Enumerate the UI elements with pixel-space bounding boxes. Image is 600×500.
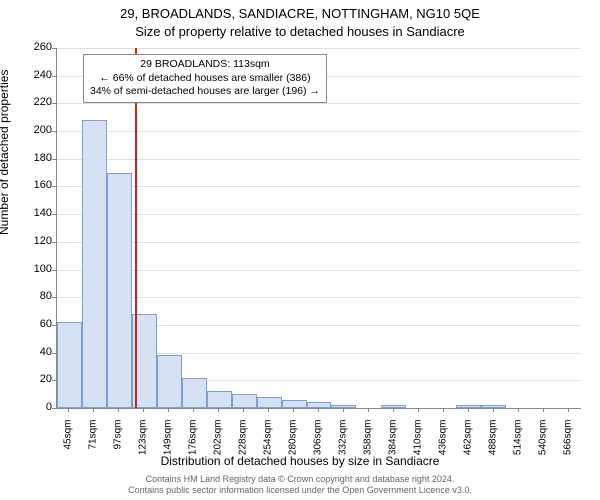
annotation-line3: 34% of semi-detached houses are larger (…: [90, 85, 320, 99]
y-tick-label: 180: [12, 152, 52, 164]
annotation-line2: ← 66% of detached houses are smaller (38…: [90, 72, 320, 86]
chart-title-main: 29, BROADLANDS, SANDIACRE, NOTTINGHAM, N…: [0, 6, 600, 21]
y-tick-label: 120: [12, 235, 52, 247]
y-tick-label: 140: [12, 207, 52, 219]
y-axis-label: Number of detached properties: [0, 70, 11, 235]
y-tick-label: 100: [12, 263, 52, 275]
y-tick-label: 60: [12, 318, 52, 330]
y-tick-label: 80: [12, 290, 52, 302]
bar: [232, 394, 257, 408]
bar: [57, 322, 82, 408]
bar: [481, 405, 506, 408]
bar: [331, 405, 356, 408]
plot-area: 29 BROADLANDS: 113sqm ← 66% of detached …: [56, 48, 581, 409]
y-tick-label: 0: [12, 401, 52, 413]
x-axis-label: Distribution of detached houses by size …: [0, 454, 600, 468]
bar: [456, 405, 481, 408]
y-tick-label: 200: [12, 124, 52, 136]
y-tick-label: 240: [12, 69, 52, 81]
y-tick-label: 260: [12, 41, 52, 53]
bar: [107, 173, 132, 408]
bar: [307, 402, 332, 408]
bar: [381, 405, 406, 408]
bar: [257, 397, 282, 408]
y-tick-label: 20: [12, 373, 52, 385]
chart-title-sub: Size of property relative to detached ho…: [0, 24, 600, 39]
bar: [207, 391, 232, 408]
bar: [157, 355, 182, 408]
annotation-box: 29 BROADLANDS: 113sqm ← 66% of detached …: [83, 54, 327, 103]
footer-line1: Contains HM Land Registry data © Crown c…: [0, 474, 600, 485]
y-tick-label: 160: [12, 179, 52, 191]
y-tick-label: 40: [12, 346, 52, 358]
bar: [82, 120, 107, 408]
footer-line2: Contains public sector information licen…: [0, 485, 600, 496]
bar: [282, 400, 307, 408]
histogram-chart: 29, BROADLANDS, SANDIACRE, NOTTINGHAM, N…: [0, 0, 600, 500]
footer: Contains HM Land Registry data © Crown c…: [0, 474, 600, 496]
annotation-line1: 29 BROADLANDS: 113sqm: [90, 58, 320, 72]
y-tick-label: 220: [12, 96, 52, 108]
bar: [182, 378, 207, 408]
